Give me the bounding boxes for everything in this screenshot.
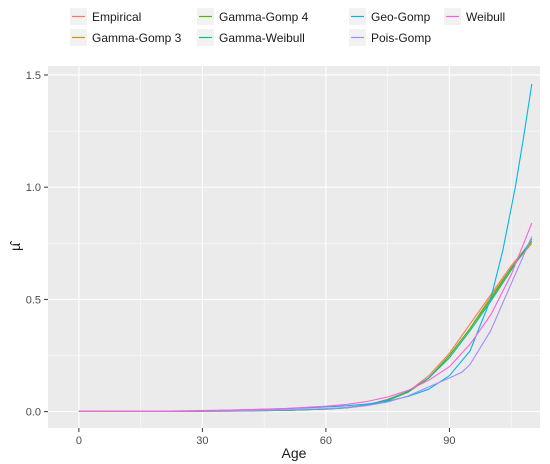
series-line-weibull — [78, 222, 533, 412]
legend-label: Gamma-Gomp 3 — [92, 31, 182, 45]
legend-item-pois-gomp: Pois-Gomp — [349, 29, 431, 46]
legend-item-geo-gomp: Geo-Gomp — [349, 8, 431, 25]
x-tick-label: 90 — [443, 435, 455, 447]
y-tick-label: 0.5 — [26, 294, 41, 306]
legend-item-gamma-weibull: Gamma-Weibull — [197, 29, 305, 46]
x-axis-title: Age — [282, 445, 307, 461]
legend-item-gamma-gomp-4: Gamma-Gomp 4 — [197, 8, 309, 25]
legend-label: Empirical — [92, 10, 141, 24]
series-lines — [78, 83, 533, 412]
x-tick-label: 30 — [196, 435, 208, 447]
legend: Empirical Gamma-Gomp 3 Gamma-Gomp 4 Gamma-W… — [70, 8, 505, 46]
y-axis-ticks: 0.0 0.5 1.0 1.5 — [26, 70, 48, 419]
y-tick-label: 1.5 — [26, 70, 41, 82]
y-tick-label: 0.0 — [26, 407, 41, 419]
legend-label: Pois-Gomp — [371, 31, 431, 45]
x-tick-label: 0 — [76, 435, 82, 447]
grid-major — [48, 66, 540, 428]
legend-label: Gamma-Weibull — [219, 31, 305, 45]
legend-label: Weibull — [466, 10, 505, 24]
x-tick-label: 60 — [320, 435, 332, 447]
legend-item-gamma-gomp-3: Gamma-Gomp 3 — [70, 29, 182, 46]
series-line-pois-gomp — [78, 236, 533, 412]
y-axis-title: µ̂ — [7, 240, 23, 251]
legend-item-weibull: Weibull — [444, 8, 505, 25]
legend-item-empirical: Empirical — [70, 8, 141, 25]
y-tick-label: 1.0 — [26, 182, 41, 194]
grid-minor — [48, 66, 540, 428]
plot-panel — [48, 66, 540, 428]
x-axis-ticks: 0 30 60 90 — [76, 428, 456, 447]
legend-label: Gamma-Gomp 4 — [219, 10, 309, 24]
legend-label: Geo-Gomp — [371, 10, 431, 24]
